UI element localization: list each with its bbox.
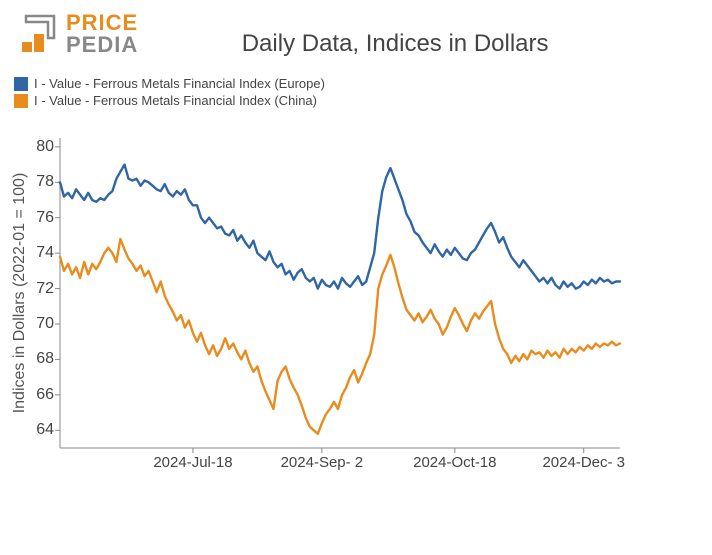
legend-item: I - Value - Ferrous Metals Financial Ind…: [14, 93, 698, 108]
line-chart: [60, 138, 620, 448]
legend-label: I - Value - Ferrous Metals Financial Ind…: [34, 93, 317, 108]
y-tick-label: 72: [36, 280, 60, 298]
logo-text-bottom: PEDIA: [66, 34, 138, 56]
y-tick-label: 78: [36, 173, 60, 191]
x-tick-label: 2024-Jul-18: [153, 448, 232, 471]
x-tick-label: 2024-Dec- 3: [542, 448, 625, 471]
y-tick-label: 64: [36, 421, 60, 439]
chart-title: Daily Data, Indices in Dollars: [138, 12, 692, 58]
header: PRICE PEDIA Daily Data, Indices in Dolla…: [0, 0, 712, 58]
y-tick-label: 66: [36, 386, 60, 404]
legend-label: I - Value - Ferrous Metals Financial Ind…: [34, 76, 325, 91]
legend-swatch: [14, 77, 28, 91]
logo-icon: [20, 12, 60, 56]
y-tick-label: 74: [36, 244, 60, 262]
x-tick-label: 2024-Sep- 2: [281, 448, 364, 471]
x-tick-label: 2024-Oct-18: [413, 448, 496, 471]
logo-text-top: PRICE: [66, 12, 138, 34]
y-tick-label: 70: [36, 315, 60, 333]
legend-swatch: [14, 94, 28, 108]
series-china: [60, 239, 620, 434]
y-tick-label: 80: [36, 138, 60, 156]
series-europe: [60, 165, 620, 289]
chart-area: Indices in Dollars (2022-01 = 100) 64666…: [60, 138, 620, 448]
legend-item: I - Value - Ferrous Metals Financial Ind…: [14, 76, 698, 91]
y-tick-label: 68: [36, 350, 60, 368]
y-axis-label: Indices in Dollars (2022-01 = 100): [11, 173, 29, 414]
y-tick-label: 76: [36, 209, 60, 227]
legend: I - Value - Ferrous Metals Financial Ind…: [0, 58, 712, 118]
logo: PRICE PEDIA: [20, 12, 138, 56]
